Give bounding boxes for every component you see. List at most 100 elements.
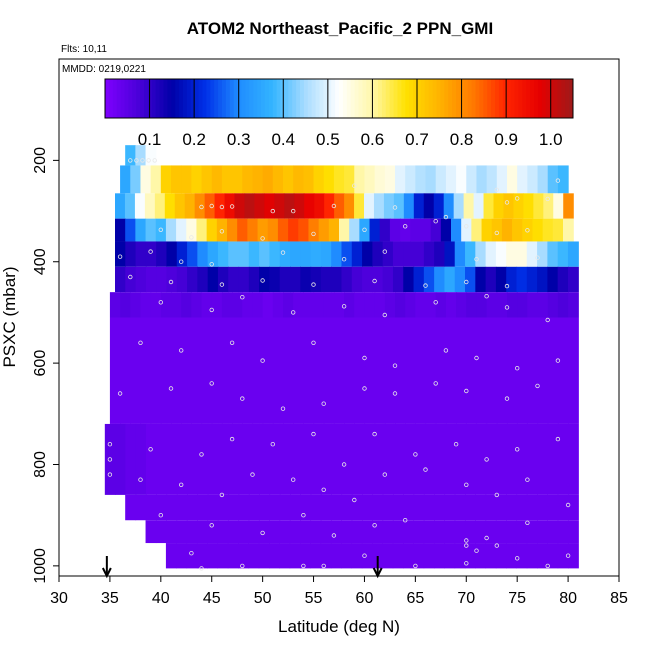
colorbar-strip xyxy=(112,79,118,118)
heatmap-cell xyxy=(264,193,275,219)
heatmap-cell xyxy=(434,266,446,293)
x-tick-label: 75 xyxy=(508,590,526,607)
colorbar-strip xyxy=(522,79,527,118)
heatmap-cell xyxy=(344,317,355,424)
heatmap-cell xyxy=(269,543,280,569)
heatmap-cell xyxy=(413,520,425,544)
heatmap-cell xyxy=(453,193,465,219)
heatmap-cell xyxy=(435,165,447,194)
colorbar-tick-label: 0.1 xyxy=(138,130,162,149)
heatmap-cell xyxy=(134,193,146,219)
colorbar-strip xyxy=(339,79,344,118)
heatmap-cell xyxy=(166,520,178,544)
heatmap-cell xyxy=(456,317,467,424)
observation-point xyxy=(291,208,296,214)
y-tick-label: 600 xyxy=(32,350,49,377)
y-tick-label: 400 xyxy=(32,248,49,275)
heatmap-cell xyxy=(176,266,188,293)
observation-point xyxy=(494,492,499,498)
colorbar-strip xyxy=(502,79,508,118)
colorbar-tick-label: 0.2 xyxy=(182,130,206,149)
observation-point xyxy=(158,513,163,518)
heatmap-cell xyxy=(330,543,342,569)
heatmap-cell xyxy=(403,423,415,495)
heatmap-cell xyxy=(135,241,147,267)
colorbar-strip xyxy=(206,79,211,118)
colorbar-strip xyxy=(202,79,207,118)
observation-point xyxy=(128,274,133,280)
observation-point xyxy=(311,431,316,437)
observation-point xyxy=(423,283,428,288)
heatmap-cell xyxy=(454,241,466,267)
heatmap-cell xyxy=(155,218,167,242)
heatmap-cell xyxy=(252,165,264,194)
heatmap-cell xyxy=(464,543,476,569)
heatmap-cell xyxy=(423,241,435,267)
heatmap-cell xyxy=(413,494,425,521)
heatmap-cell xyxy=(403,266,415,293)
heatmap-cell xyxy=(454,494,466,521)
heatmap-cell xyxy=(516,266,528,293)
observation-point xyxy=(178,482,184,487)
colorbar-strip xyxy=(245,79,250,118)
observation-point xyxy=(474,548,479,553)
heatmap-cell xyxy=(115,193,126,219)
observation-point xyxy=(291,477,296,482)
colorbar-strip xyxy=(120,79,125,118)
colorbar-strip xyxy=(179,79,184,118)
x-tick-label: 70 xyxy=(457,590,475,607)
heatmap-cell xyxy=(242,165,254,194)
heatmap-cell xyxy=(423,494,435,521)
observation-point xyxy=(515,447,520,452)
heatmap-cell xyxy=(125,241,137,267)
heatmap-cell xyxy=(547,317,559,424)
heatmap-cell xyxy=(234,193,246,219)
observation-point xyxy=(474,257,479,262)
y-axis-label: PSXC (mbar) xyxy=(0,266,19,367)
heatmap-cell xyxy=(290,241,301,267)
observation-point xyxy=(372,431,377,437)
heatmap-cell xyxy=(176,218,187,242)
heatmap-cell xyxy=(120,317,131,424)
heatmap-cell xyxy=(454,266,466,293)
colorbar-strip xyxy=(424,79,430,118)
heatmap-cell xyxy=(279,520,291,544)
heatmap-cell xyxy=(403,193,415,219)
colorbar-strip xyxy=(534,79,539,118)
heatmap-cell xyxy=(341,543,353,569)
heatmap-cell xyxy=(154,193,166,219)
heatmap-cell xyxy=(563,193,574,219)
heatmap-cell xyxy=(496,292,508,318)
observation-point xyxy=(219,492,225,498)
heatmap-cell xyxy=(537,266,548,293)
heatmap-cell xyxy=(341,241,353,267)
observation-point xyxy=(311,231,316,237)
observation-point xyxy=(331,203,337,209)
observation-point xyxy=(494,543,499,548)
heatmap-cell xyxy=(228,241,240,267)
heatmap-cell xyxy=(359,218,371,242)
observation-point xyxy=(474,355,479,361)
heatmap-cell xyxy=(254,193,266,219)
heatmap-cell xyxy=(415,317,427,424)
heatmap-cell xyxy=(351,241,363,267)
heatmap-cell xyxy=(125,266,137,293)
heatmap-cell xyxy=(475,494,487,521)
colorbar-strip xyxy=(183,79,188,118)
heatmap-cell xyxy=(485,543,497,569)
colorbar-strip xyxy=(163,79,168,118)
heatmap-cell xyxy=(283,165,294,194)
observation-point xyxy=(209,307,214,313)
heatmap-cell xyxy=(547,241,559,267)
observation-point xyxy=(270,208,275,214)
heatmap-cell xyxy=(425,317,437,424)
heatmap-cell xyxy=(553,193,564,219)
x-tick-label: 50 xyxy=(254,590,272,607)
heatmap-cell xyxy=(164,193,176,219)
observation-point xyxy=(301,563,306,569)
heatmap-cell xyxy=(186,520,198,544)
heatmap-cell xyxy=(567,266,579,293)
heatmap-cell xyxy=(140,165,152,194)
observation-point xyxy=(362,553,367,558)
heatmap-cell xyxy=(259,494,270,521)
